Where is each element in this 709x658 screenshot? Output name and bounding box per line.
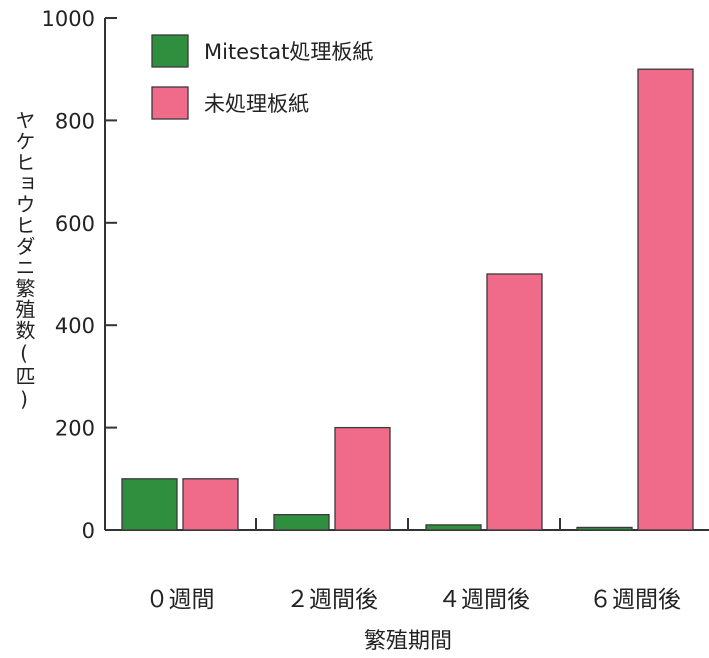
legend-label: Mitestat処理板紙 — [204, 40, 373, 64]
bars-layer — [121, 68, 694, 531]
legend-swatch — [151, 34, 189, 68]
bar-untreated — [637, 68, 694, 531]
bar-untreated — [486, 273, 543, 531]
legend-label: 未処理板紙 — [204, 92, 309, 116]
x-tick-label: ４週間後 — [438, 587, 530, 613]
axes-layer — [104, 18, 709, 531]
y-tick-label: 0 — [82, 519, 95, 543]
bar-treated — [425, 524, 482, 531]
ticks-layer: 0 200 400 600 800 1000 — [42, 7, 561, 543]
y-tick-label: 800 — [55, 109, 95, 133]
y-tick-label: 200 — [55, 417, 95, 441]
y-tick-label: 600 — [55, 212, 95, 236]
y-axis-label: ヤケヒョウヒダニ繁殖数(匹) — [12, 110, 36, 412]
x-tick-label: ６週間後 — [589, 587, 681, 613]
bar-treated — [121, 478, 178, 531]
y-tick-label: 400 — [55, 314, 95, 338]
bar-treated — [576, 526, 633, 531]
x-tick-label: ２週間後 — [286, 587, 378, 613]
x-tick-label: ０週間 — [146, 587, 215, 613]
bar-treated — [273, 513, 330, 531]
x-axis-label: 繁殖期間 — [364, 629, 452, 654]
bar-untreated — [334, 426, 391, 531]
legend-swatch — [151, 86, 189, 120]
y-tick-label: 1000 — [42, 7, 95, 31]
bar-untreated — [182, 478, 239, 531]
